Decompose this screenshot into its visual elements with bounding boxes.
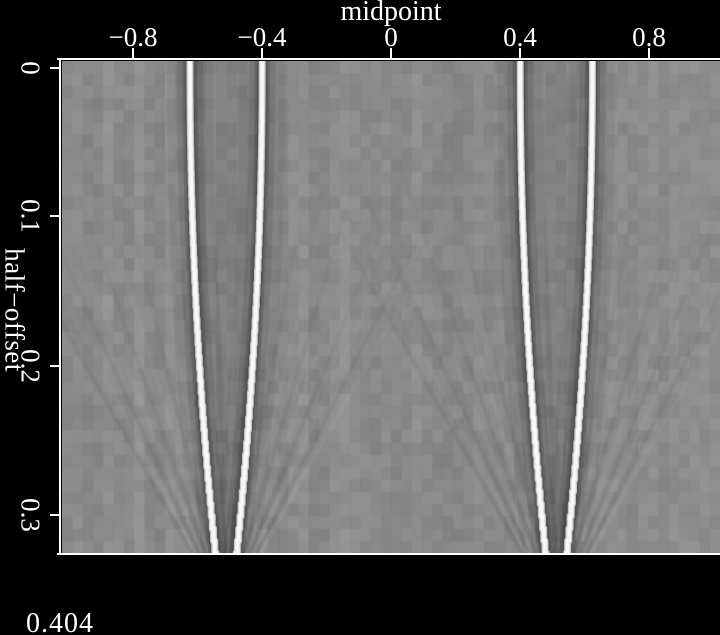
x-tick-mark bbox=[519, 48, 521, 58]
y-tick-mark bbox=[50, 67, 59, 69]
x-tick-label: −0.4 bbox=[237, 22, 287, 52]
x-tick-label: 0.8 bbox=[632, 22, 666, 52]
x-tick-label: −0.8 bbox=[108, 22, 158, 52]
y-tick-label: 0.3 bbox=[15, 498, 46, 532]
y-tick-mark bbox=[50, 215, 59, 217]
seismic-image-panel bbox=[62, 61, 720, 553]
axis-frame-left bbox=[59, 58, 61, 555]
x-tick-mark bbox=[648, 48, 650, 58]
axis-frame-top bbox=[57, 58, 720, 60]
x-tick-label: 0 bbox=[384, 22, 398, 52]
x-tick-mark bbox=[390, 48, 392, 58]
x-axis-title: midpoint bbox=[340, 0, 442, 27]
x-tick-mark bbox=[261, 48, 263, 58]
y-tick-label: 0 bbox=[15, 61, 46, 75]
y-tick-mark bbox=[50, 514, 59, 516]
x-tick-label: 0.4 bbox=[503, 22, 537, 52]
y-tick-label: 0.1 bbox=[15, 199, 46, 233]
y-tick-mark bbox=[50, 365, 59, 367]
corner-annotation: 0.404 bbox=[26, 608, 94, 635]
y-tick-label: 0.2 bbox=[15, 349, 46, 383]
x-tick-mark bbox=[132, 48, 134, 58]
axis-frame-bottom bbox=[57, 553, 720, 555]
